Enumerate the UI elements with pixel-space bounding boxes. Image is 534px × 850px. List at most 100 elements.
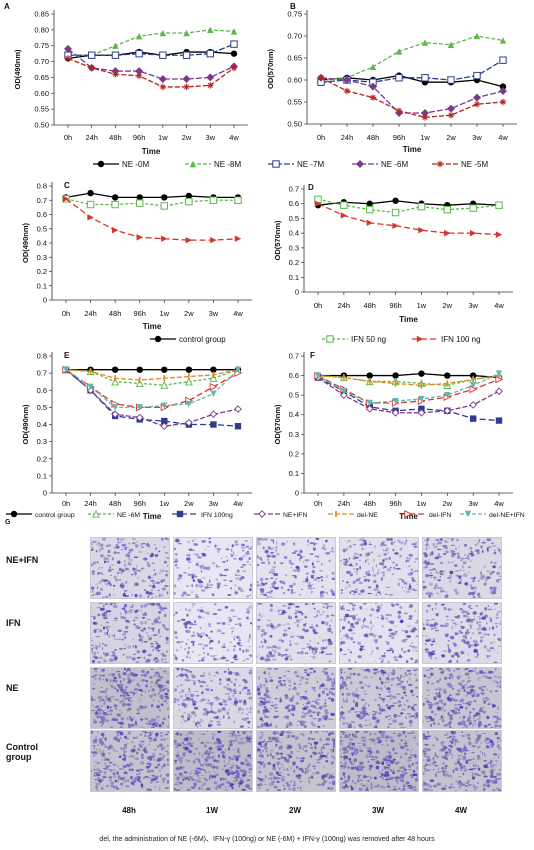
stained-cell-dot [190,770,193,774]
stained-cell-dot [371,755,374,758]
stained-cell-dot [386,538,390,541]
stained-cell-dot [124,695,126,698]
stained-cell-dot [416,695,418,698]
stained-cell-dot [97,744,100,747]
stained-cell-dot [186,733,189,737]
data-point [136,199,144,207]
stained-cell-dot [122,538,126,541]
stained-cell-dot [396,693,401,695]
micrograph-texture [340,538,418,598]
stained-cell-dot [137,776,140,779]
stained-cell-dot [307,737,311,741]
stained-cell-dot [458,708,460,712]
stained-cell-dot [188,731,193,735]
stained-cell-dot [109,583,112,587]
stained-cell-dot [396,780,398,783]
stained-cell-dot [91,731,94,734]
stained-cell-dot [411,579,416,583]
stained-cell-dot [498,725,501,728]
stained-cell-dot [296,692,300,696]
stained-cell-dot [412,731,414,734]
stained-cell-dot [277,774,282,776]
legend-label: NE -0M [122,160,149,169]
stained-cell-dot [407,781,410,784]
data-point [495,231,503,238]
stained-cell-dot [369,541,371,544]
stained-cell-dot [354,571,358,573]
stained-cell-dot [349,761,353,764]
stained-cell-dot [313,579,317,581]
stained-cell-dot [96,544,98,546]
stained-cell-dot [456,675,461,680]
stained-cell-dot [319,678,321,680]
data-point [138,376,141,384]
stained-cell-dot [99,550,101,553]
stained-cell-dot [178,703,180,706]
stained-cell-dot [363,669,366,672]
stained-cell-dot [326,678,331,682]
stained-cell-dot [397,615,402,619]
stained-cell-dot [239,737,244,741]
stained-cell-dot [244,540,248,542]
stained-cell-dot [152,693,157,697]
stained-cell-dot [442,745,446,747]
stained-cell-dot [470,689,476,691]
stained-cell-dot [497,638,501,640]
stained-cell-dot [221,707,226,710]
stained-cell-dot [309,714,313,718]
stained-cell-dot [443,724,448,727]
stained-cell-dot [109,726,112,728]
stained-cell-dot [245,784,250,788]
stained-cell-dot [285,670,287,673]
stained-cell-dot [412,789,417,791]
stained-cell-dot [149,741,151,743]
x-tick-label: 96h [133,133,146,142]
stained-cell-dot [225,659,229,662]
stained-cell-dot [273,774,275,778]
stained-cell-dot [460,575,463,577]
stained-cell-dot [286,769,290,771]
stained-cell-dot [364,625,368,628]
stained-cell-dot [174,636,179,639]
stained-cell-dot [114,779,118,783]
stained-cell-dot [134,611,137,614]
stained-cell-dot [495,712,499,714]
stained-cell-dot [340,783,342,785]
stained-cell-dot [285,758,289,763]
stained-cell-dot [236,569,240,573]
stained-cell-dot [109,678,112,682]
stained-cell-dot [394,625,396,627]
stained-cell-dot [91,640,94,642]
y-tick-label: 0.75 [287,10,302,19]
stained-cell-dot [486,655,492,657]
stained-cell-dot [462,614,467,618]
stained-cell-dot [150,769,154,772]
stained-cell-dot [430,643,434,646]
micrograph-texture [174,603,252,663]
stained-cell-dot [105,621,110,624]
stained-cell-dot [462,702,465,704]
stained-cell-dot [383,544,387,546]
stained-cell-dot [425,547,428,551]
stained-cell-dot [383,652,386,655]
stained-cell-dot [275,771,279,775]
stained-cell-dot [346,692,351,696]
stained-cell-dot [489,759,493,764]
stained-cell-dot [277,715,280,718]
stained-cell-dot [373,579,377,584]
stained-cell-dot [295,701,299,705]
stained-cell-dot [257,618,261,622]
series-line-ne-ifn [65,369,239,427]
stained-cell-dot [470,637,472,640]
stained-cell-dot [468,741,472,746]
stained-cell-dot [131,768,135,770]
stained-cell-dot [467,644,472,649]
stained-cell-dot [268,700,271,704]
stained-cell-dot [96,591,102,595]
data-point [209,196,218,204]
stained-cell-dot [227,695,231,697]
stained-cell-dot [433,697,437,701]
legend-legend_cd: control group IFN 50 ng IFN 100 ng [150,335,481,344]
stained-cell-dot [382,757,386,761]
stained-cell-dot [205,611,210,616]
